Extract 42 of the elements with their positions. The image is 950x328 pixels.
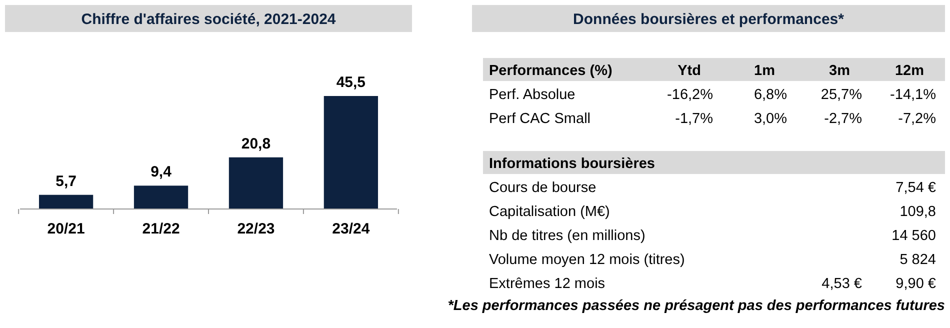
text: 6,8% <box>754 87 787 103</box>
x-tick-label: 23/24 <box>332 220 370 238</box>
bar <box>228 157 284 209</box>
data-label: 20,8 <box>241 135 271 152</box>
data-label: 9,4 <box>150 164 172 181</box>
x-tick-label: 22/23 <box>237 220 275 238</box>
text: -1,7% <box>675 111 713 127</box>
text: 25,7% <box>820 87 862 103</box>
text: 7,54 € <box>896 180 936 196</box>
data-label: 5,7 <box>56 172 76 190</box>
text: Capitalisation (M€) <box>489 204 610 220</box>
text: *Les performances passées ne présagent pas des performances futures <box>448 298 945 314</box>
text: -7,2% <box>898 111 936 127</box>
text: 14 560 <box>892 228 936 244</box>
text: -16,2% <box>667 87 713 103</box>
text: 109,8 <box>900 204 936 220</box>
text: 5 824 <box>900 252 936 268</box>
text: -2,7% <box>824 111 862 127</box>
x-tick-label: 21/22 <box>142 220 180 238</box>
text: 12m <box>894 63 924 79</box>
text: Cours de bourse <box>489 180 596 196</box>
x-tick-label: 20/21 <box>47 220 85 238</box>
text: 3,0% <box>754 111 787 127</box>
text: Ytd <box>678 63 701 79</box>
data-label: 45,5 <box>336 74 366 91</box>
text: 9,90 € <box>896 276 936 292</box>
bar <box>324 96 378 209</box>
text: Performances (%) <box>489 63 612 79</box>
text: Données boursières et performances* <box>573 11 844 28</box>
text: Perf. Absolue <box>489 87 576 103</box>
text: Informations boursières <box>489 156 655 172</box>
text: 4,53 € <box>822 276 862 292</box>
text: -14,1% <box>890 87 936 103</box>
chart-title: Chiffre d'affaires société, 2021-2024 <box>81 11 336 28</box>
text: Extrêmes 12 mois <box>489 276 606 292</box>
text: Nb de titres (en millions) <box>489 228 646 244</box>
text: Perf CAC Small <box>489 111 591 127</box>
text: 1m <box>754 63 775 79</box>
text: 3m <box>829 63 850 79</box>
bar <box>38 194 94 209</box>
bar <box>134 186 188 209</box>
text: Volume moyen 12 mois (titres) <box>489 252 685 268</box>
